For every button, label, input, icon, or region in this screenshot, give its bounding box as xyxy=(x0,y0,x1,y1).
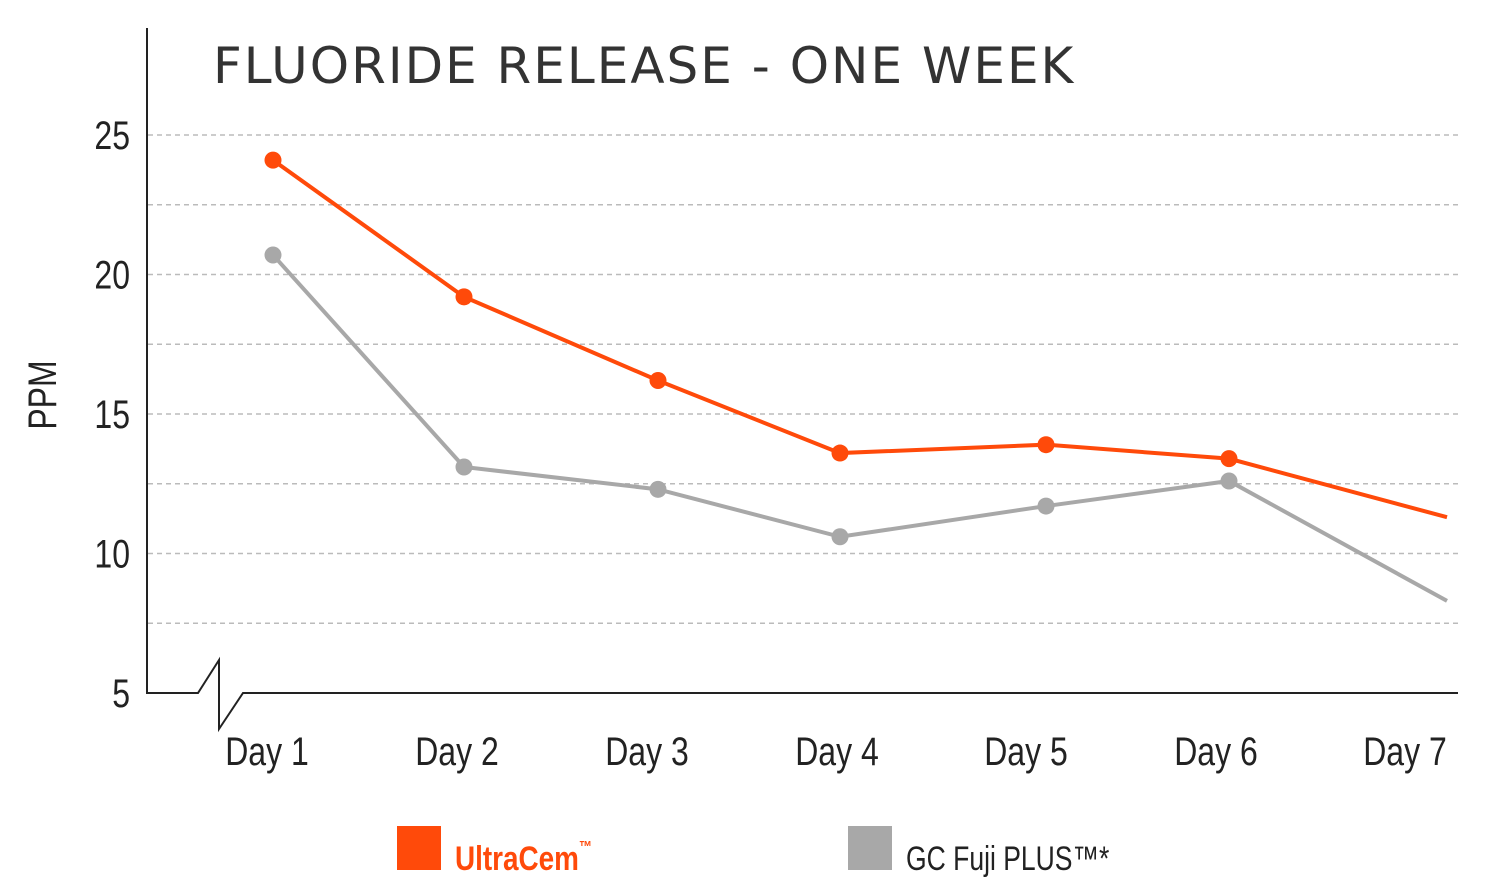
y-tick-label: 5 xyxy=(112,671,130,716)
x-tick-label: Day 2 xyxy=(415,729,499,774)
y-tick-label: 25 xyxy=(94,113,130,158)
data-point xyxy=(1037,497,1055,515)
x-tick-label: Day 5 xyxy=(984,729,1068,774)
data-point xyxy=(1220,472,1238,490)
data-point xyxy=(455,458,473,476)
legend-label-gc-fuji: GC Fuji PLUS™* xyxy=(906,840,1109,878)
x-tick-label: Day 1 xyxy=(225,729,309,774)
x-tick-label: Day 7 xyxy=(1363,729,1447,774)
data-point xyxy=(1220,450,1238,468)
data-point xyxy=(831,444,849,462)
data-point xyxy=(455,288,473,306)
data-point xyxy=(831,528,849,546)
legend-label-ultracem: UltraCem™ xyxy=(455,839,592,878)
legend: UltraCem™ GC Fuji PLUS™* xyxy=(397,826,1109,878)
data-point xyxy=(264,246,282,264)
gridlines xyxy=(148,134,1458,624)
data-point xyxy=(264,151,282,169)
x-tick-labels: Day 1 Day 2 Day 3 Day 4 Day 5 Day 6 Day 7 xyxy=(225,729,1447,774)
chart-title: FLUORIDE RELEASE - ONE WEEK xyxy=(213,37,1075,95)
series-lines xyxy=(264,151,1448,603)
y-tick-label: 20 xyxy=(94,252,130,297)
x-tick-label: Day 3 xyxy=(605,729,689,774)
x-tick-label: Day 4 xyxy=(795,729,879,774)
series-line-0 xyxy=(271,158,1448,520)
y-tick-label: 10 xyxy=(94,531,130,576)
y-axis-label: PPM xyxy=(20,360,65,429)
data-point xyxy=(1037,436,1055,454)
legend-swatch-gc-fuji xyxy=(848,826,892,870)
data-point xyxy=(649,480,667,498)
series-line-1 xyxy=(271,253,1448,603)
legend-swatch-ultracem xyxy=(397,826,441,870)
x-tick-label: Day 6 xyxy=(1174,729,1258,774)
axes-with-break xyxy=(146,28,1458,733)
y-tick-labels: 5 10 15 20 25 xyxy=(94,113,130,716)
y-tick-label: 15 xyxy=(94,392,130,437)
data-point xyxy=(649,372,667,390)
